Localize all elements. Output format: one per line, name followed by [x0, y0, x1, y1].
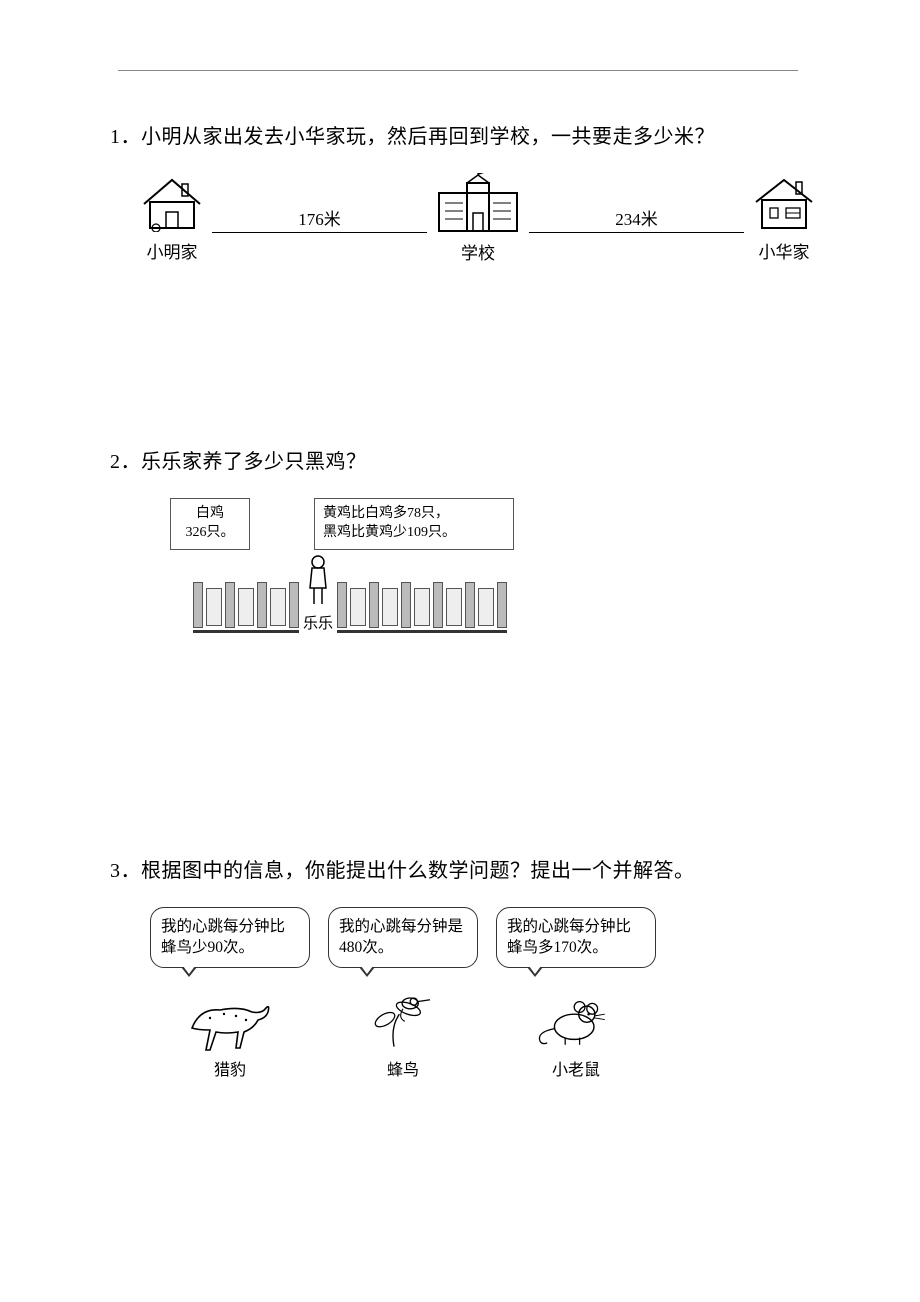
fence-right	[337, 582, 507, 633]
child-icon	[304, 554, 332, 608]
p2-signs-row: 白鸡 326只。 黄鸡比白鸡多78只， 黑鸡比黄鸡少109只。	[170, 498, 530, 550]
col-hummingbird: 我的心跳每分钟是480次。 蜂鸟	[328, 907, 478, 1080]
edge-2: 234米	[523, 190, 750, 248]
hummingbird-icon	[353, 978, 453, 1054]
node-school: 学校	[433, 173, 523, 264]
distance-label: 176米	[298, 205, 341, 230]
question-body: 小明从家出发去小华家玩，然后再回到学校，一共要走多少米？	[141, 126, 715, 148]
speech-bubble: 我的心跳每分钟比蜂鸟多170次。	[496, 907, 656, 968]
house-icon	[138, 174, 206, 232]
col-mouse: 我的心跳每分钟比蜂鸟多170次。	[496, 907, 656, 1080]
person-lele: 乐乐	[303, 554, 333, 633]
question-text: 3．根据图中的信息，你能提出什么数学问题？提出一个并解答。	[110, 853, 810, 889]
node-label: 小华家	[759, 238, 810, 263]
p1-diagram: 小明家 176米 学校	[138, 173, 818, 264]
node-label: 小明家	[147, 238, 198, 263]
edge-line	[212, 232, 427, 233]
p2-diagram: 白鸡 326只。 黄鸡比白鸡多78只， 黑鸡比黄鸡少109只。	[170, 498, 530, 633]
question-body: 根据图中的信息，你能提出什么数学问题？提出一个并解答。	[141, 860, 695, 882]
sign-gap	[262, 498, 302, 550]
node-xiaoming-home: 小明家	[138, 174, 206, 263]
cheetah-icon	[180, 978, 280, 1054]
speech-bubble: 我的心跳每分钟是480次。	[328, 907, 478, 968]
page: 1．小明从家出发去小华家玩，然后再回到学校，一共要走多少米？ 小明家 176米	[0, 0, 920, 1180]
speech-text: 我的心跳每分钟比蜂鸟少90次。	[161, 918, 285, 957]
speech-bubble: 我的心跳每分钟比蜂鸟少90次。	[150, 907, 310, 968]
question-number: 2．	[110, 451, 141, 473]
node-label: 学校	[461, 239, 495, 264]
question-text: 1．小明从家出发去小华家玩，然后再回到学校，一共要走多少米？	[110, 119, 810, 155]
edge-1: 176米	[206, 190, 433, 248]
distance-label: 234米	[615, 205, 658, 230]
question-text: 2．乐乐家养了多少只黑鸡？	[110, 444, 810, 480]
animal-label: 蜂鸟	[387, 1056, 419, 1080]
fence-left	[193, 582, 299, 633]
speech-text: 我的心跳每分钟是480次。	[339, 918, 463, 957]
mouse-icon	[526, 978, 626, 1054]
question-number: 1．	[110, 126, 141, 148]
sign-right: 黄鸡比白鸡多78只， 黑鸡比黄鸡少109只。	[314, 498, 514, 550]
p3-diagram: 我的心跳每分钟比蜂鸟少90次。 猎豹 我的心跳每分钟是480次。	[150, 907, 810, 1080]
question-body: 乐乐家养了多少只黑鸡？	[141, 451, 367, 473]
node-xiaohua-home: 小华家	[750, 174, 818, 263]
p2-scene: 乐乐	[170, 554, 530, 633]
sign-left-line2: 326只。	[179, 524, 241, 543]
sign-left: 白鸡 326只。	[170, 498, 250, 550]
problem-3: 3．根据图中的信息，你能提出什么数学问题？提出一个并解答。 我的心跳每分钟比蜂鸟…	[110, 853, 810, 1080]
col-cheetah: 我的心跳每分钟比蜂鸟少90次。 猎豹	[150, 907, 310, 1080]
problem-2: 2．乐乐家养了多少只黑鸡？ 白鸡 326只。 黄鸡比白鸡多78只， 黑鸡比黄鸡少…	[110, 444, 810, 633]
house-icon	[750, 174, 818, 232]
school-icon	[433, 173, 523, 235]
person-label: 乐乐	[303, 612, 333, 633]
sign-right-line1: 黄鸡比白鸡多78只，	[323, 505, 505, 524]
sign-left-line1: 白鸡	[179, 505, 241, 524]
animal-label: 小老鼠	[552, 1056, 600, 1080]
question-number: 3．	[110, 860, 141, 882]
animal-label: 猎豹	[214, 1056, 246, 1080]
problem-1: 1．小明从家出发去小华家玩，然后再回到学校，一共要走多少米？ 小明家 176米	[110, 119, 810, 264]
sign-right-line2: 黑鸡比黄鸡少109只。	[323, 524, 505, 543]
header-rule	[118, 70, 798, 71]
edge-line	[529, 232, 744, 233]
speech-text: 我的心跳每分钟比蜂鸟多170次。	[507, 918, 631, 957]
